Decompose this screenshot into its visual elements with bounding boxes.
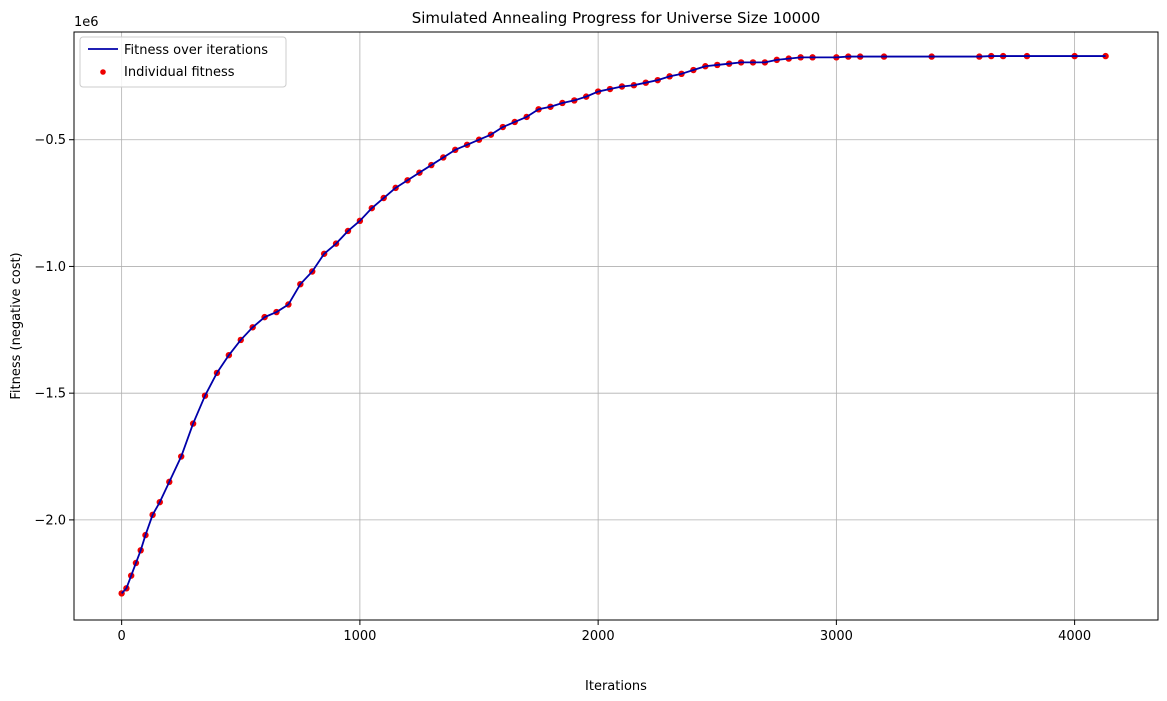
y-axis-offset-label: 1e6 xyxy=(74,15,99,30)
y-tick-label: −2.0 xyxy=(34,513,66,528)
grid-lines xyxy=(74,32,1158,620)
plot-data xyxy=(118,52,1109,597)
x-tick-label: 2000 xyxy=(582,629,615,644)
y-axis-label: Fitness (negative cost) xyxy=(9,252,24,399)
x-tick-label: 1000 xyxy=(343,629,376,644)
legend: Fitness over iterations Individual fitne… xyxy=(79,36,287,88)
x-axis-ticks: 0 1000 2000 3000 4000 xyxy=(118,620,1091,644)
series-line xyxy=(120,55,1106,595)
chart-title: Simulated Annealing Progress for Univers… xyxy=(412,9,821,27)
legend-scatter-swatch xyxy=(100,69,106,75)
y-tick-label: −1.0 xyxy=(34,260,66,275)
axes-frame xyxy=(73,31,1159,621)
x-tick-label: 3000 xyxy=(820,629,853,644)
legend-box xyxy=(79,36,287,88)
legend-entry-scatter: Individual fitness xyxy=(124,65,235,80)
x-tick-label: 4000 xyxy=(1058,629,1091,644)
x-axis-label: Iterations xyxy=(585,679,647,694)
y-tick-label: −1.5 xyxy=(34,387,66,402)
x-tick-label: 0 xyxy=(118,629,126,644)
y-tick-label: −0.5 xyxy=(34,133,66,148)
legend-entry-line: Fitness over iterations xyxy=(124,43,268,58)
y-axis-ticks: −2.0 −1.5 −1.0 −0.5 xyxy=(34,133,74,528)
scatter-point xyxy=(1102,52,1109,60)
